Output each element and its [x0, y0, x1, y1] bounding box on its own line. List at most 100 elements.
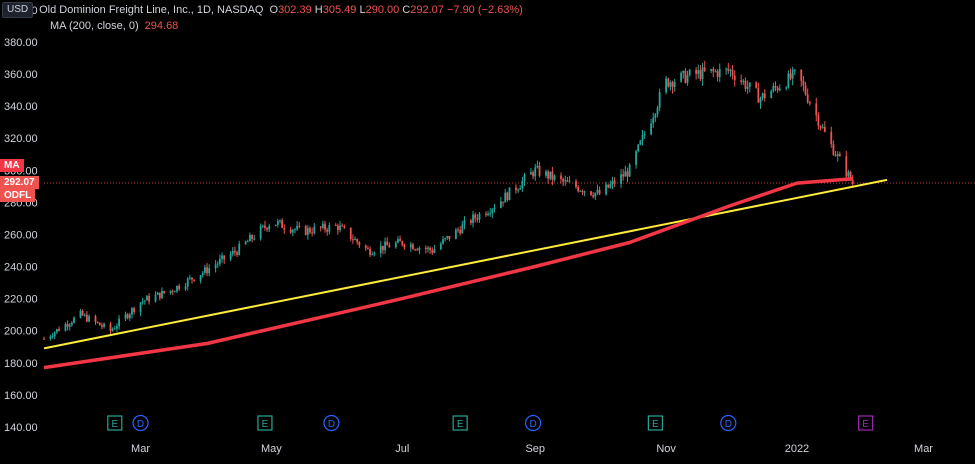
candle-body	[673, 81, 676, 88]
event-marker-label: D	[328, 419, 335, 430]
candle-body	[551, 171, 554, 180]
open-label: O	[269, 4, 279, 16]
candle-body	[671, 82, 674, 88]
candle-body	[607, 184, 610, 188]
y-tick-label: 180.00	[4, 358, 38, 370]
candle-body	[373, 252, 376, 255]
event-marker-label: E	[457, 419, 464, 430]
candle-body	[53, 332, 56, 337]
candle-body	[761, 93, 764, 99]
candle-body	[176, 285, 178, 292]
candle-body	[802, 80, 805, 86]
candle-body	[553, 175, 556, 180]
candle-body	[538, 165, 541, 176]
candle-body	[620, 174, 622, 184]
moving-average-line	[43, 177, 853, 370]
candle-body	[703, 67, 706, 71]
candle-body	[236, 252, 238, 255]
candle-body	[148, 296, 151, 302]
candle-body	[654, 114, 657, 118]
candle-body	[819, 126, 822, 128]
candle-body	[43, 338, 45, 340]
candle-body	[517, 189, 519, 191]
candle-body	[774, 85, 777, 88]
candle-body	[208, 268, 211, 274]
candle-body	[113, 328, 116, 330]
y-tick-label: 160.00	[4, 390, 38, 402]
candle-body	[487, 213, 489, 215]
candle-body	[101, 325, 103, 327]
candle-body	[712, 69, 715, 72]
x-tick-label: Nov	[656, 443, 676, 455]
ma-indicator-label[interactable]: MA (200, close, 0)	[50, 20, 139, 32]
candle-body	[313, 226, 316, 234]
candle-body	[118, 318, 120, 327]
candle-body	[515, 187, 517, 191]
candle-body	[594, 192, 597, 197]
candle-body	[628, 164, 631, 177]
candle-body	[304, 226, 307, 235]
candle-body	[216, 263, 219, 265]
candle-body	[386, 241, 389, 246]
candle-body	[457, 229, 459, 231]
low-label: L	[359, 4, 366, 16]
candle-body	[418, 247, 421, 251]
open-value: 302.39	[278, 4, 312, 16]
candle-body	[508, 187, 511, 201]
candle-body	[656, 107, 659, 115]
x-tick-label: Sep	[525, 443, 545, 455]
candle-body	[808, 102, 811, 104]
last-price-tag: 292.07	[0, 175, 39, 189]
candle-body	[847, 171, 850, 177]
candle-body	[431, 250, 434, 253]
currency-button[interactable]: USD	[2, 2, 34, 18]
candle-body	[146, 296, 148, 301]
candle-body	[412, 244, 414, 250]
candle-body	[276, 221, 279, 225]
candle-body	[98, 322, 101, 326]
candle-body	[785, 87, 788, 89]
dividend-marker	[132, 414, 149, 432]
candle-body	[665, 78, 667, 93]
candle-body	[356, 239, 359, 243]
candle-body	[401, 241, 404, 245]
candle-body	[253, 238, 256, 240]
candle-body	[695, 69, 698, 74]
candle-body	[845, 156, 848, 177]
candle-body	[214, 264, 217, 269]
candle-body	[506, 192, 509, 201]
candle-body	[296, 225, 299, 230]
candle-body	[806, 94, 809, 103]
candle-body	[158, 292, 161, 299]
candle-body	[311, 232, 314, 234]
candle-body	[163, 290, 166, 294]
candle-body	[575, 181, 577, 187]
candle-body	[238, 243, 241, 255]
candle-body	[605, 184, 607, 195]
earnings-marker	[257, 415, 273, 431]
candle-body	[489, 213, 492, 215]
candle-body	[478, 213, 481, 220]
candle-body	[626, 171, 629, 177]
candle-body	[789, 73, 792, 79]
candle-body	[592, 195, 595, 197]
y-tick-label: 200.00	[4, 326, 38, 338]
y-tick-label: 220.00	[4, 294, 38, 306]
candle-body	[504, 192, 507, 203]
candle-body	[403, 244, 406, 248]
candle-body	[757, 87, 760, 103]
candle-body	[73, 317, 75, 323]
candle-body	[324, 223, 326, 230]
candle-body	[126, 314, 129, 319]
candle-body	[530, 172, 532, 175]
candle-body	[264, 225, 266, 228]
candle-body	[652, 117, 655, 124]
x-tick-label: Mar	[914, 443, 933, 455]
candle-body	[682, 70, 685, 73]
change-value: −7.90 (−2.63%)	[446, 4, 523, 16]
y-tick-label: 320.00	[4, 133, 38, 145]
candle-body	[549, 171, 552, 179]
candle-body	[787, 73, 790, 88]
